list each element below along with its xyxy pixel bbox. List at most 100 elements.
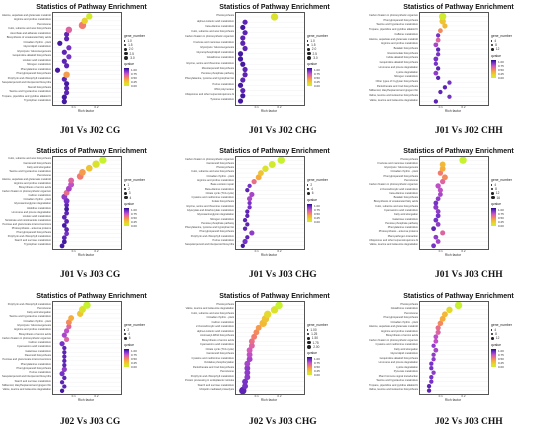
pathway-label: Carbon fixation in photosynthetic organi… [2, 336, 51, 340]
pathway-label: Glycolysis / Gluconeogenesis [384, 166, 418, 170]
legend-size-dot [491, 195, 495, 200]
colorbar-ticks: 1.00 0.75 0.50 0.25 0.00 [131, 349, 137, 369]
pathway-label: Sesquiterpenoid and triterpenoid biosynt… [185, 243, 234, 247]
colorbar-tick-label: 0.50 [498, 356, 504, 361]
scatter-svg [236, 302, 304, 394]
pathway-label: Ubiquinone and other terpenoid-quinone b… [369, 238, 418, 242]
plot-area [235, 301, 305, 395]
legend-color-title: qvalue [307, 350, 317, 355]
scatter-svg [420, 302, 488, 393]
pathway-label: Stilbenoid, diarylheptanoid and gingerol… [2, 383, 51, 387]
enrichment-point [435, 196, 441, 202]
pathway-label: Citrate cycle (TCA cycle) [205, 191, 234, 195]
pathway-label: Alanine, aspartate and glutamate metabol… [2, 177, 51, 181]
enrichment-point [247, 205, 252, 210]
enrichment-point [246, 356, 253, 363]
colorbar-gradient [124, 67, 129, 86]
pathway-label: Circadian rhythm - plant [206, 174, 234, 178]
enrichment-point [64, 336, 70, 343]
pathway-label: Phenylpropanoid biosynthesis [199, 230, 234, 234]
legend-size-dot [491, 188, 494, 191]
pathway-label: Pentose and glucuronate interconversions [2, 358, 51, 362]
colorbar-tick-label: 0.25 [498, 219, 504, 224]
enrichment-point [64, 85, 70, 91]
enrichment-point [64, 328, 70, 334]
pathway-label: Betalain biosynthesis [393, 196, 418, 200]
enrichment-point [247, 183, 252, 189]
colorbar-tick-label: 0.50 [314, 75, 320, 80]
legend-size-item: 6 [307, 191, 328, 195]
legend-size-label: 1.5 [311, 43, 316, 48]
pathway-label: Porphyrin and chlorophyll metabolism [190, 234, 234, 238]
pathway-label: Steroid biosynthesis [27, 85, 51, 89]
pathway-label: Biosynthesis of amino acids [201, 338, 234, 342]
colorbar-tick-label: 0.00 [314, 83, 320, 88]
pathway-label: Sesquiterpenoid and triterpenoid biosynt… [2, 81, 51, 85]
enrichment-point [446, 306, 453, 314]
enrichment-point [435, 222, 441, 227]
enrichment-point [435, 75, 441, 81]
pathway-label: Photosynthesis - antenna proteins [11, 226, 51, 230]
enrichment-point [257, 170, 264, 176]
enrichment-point [244, 374, 251, 381]
legend-size-dot [491, 40, 493, 42]
enrichment-point [66, 54, 72, 60]
pathway-label: Biosynthesis of amino acids [385, 334, 418, 338]
pathway-label: Porphyrin and chlorophyll metabolism [7, 76, 51, 80]
pathway-label: Cysteine and methionine metabolism [375, 343, 418, 347]
pathway-label: Fatty acid elongation [27, 165, 51, 169]
legend-color-title: qvalue [307, 197, 317, 202]
x-tick-label: 0.2 [277, 105, 282, 109]
plot-area [52, 156, 122, 250]
legend-size-dot [124, 48, 127, 51]
plot-area [52, 301, 122, 395]
pathway-label: Phenylalanine metabolism [20, 362, 51, 366]
legend-size-title: gene_number [124, 178, 145, 182]
legend-size-label: 4 [494, 328, 497, 333]
pathway-label: Porphyrin and chlorophyll metabolism [7, 235, 51, 239]
legend-size-title: gene_number [307, 323, 328, 327]
pathway-label: Linoleic acid metabolism [22, 214, 51, 218]
x-axis-label: Rich factor [77, 109, 95, 113]
panel-title: Statistics of Pathway Enrichment [219, 293, 330, 300]
scatter-svg [236, 13, 304, 104]
legend-size-dot [124, 337, 127, 340]
pathway-label: Isoquinoline alkaloid biosynthesis [379, 61, 418, 65]
pathway-label: beta-Alanine metabolism [205, 24, 234, 28]
pathway-label: Carbon fixation in photosynthetic organi… [369, 13, 418, 17]
panel-caption: J02 Vs J03 CHH [435, 417, 503, 427]
enrichment-point [255, 324, 262, 331]
pathway-label: Glycosaminoglycan degradation [197, 213, 234, 217]
x-tick-label: 0.2 [277, 394, 282, 398]
pathway-label: Pentose phosphate pathway [201, 221, 234, 225]
enrichment-point [437, 187, 443, 193]
enrichment-point [441, 311, 448, 318]
legend-size-item: 12 [491, 47, 512, 51]
pathway-label: Plant hormone signal transduction [378, 374, 418, 378]
pathway-label: Carotenoid biosynthesis [206, 352, 234, 356]
x-tick-label: 0.2 [461, 249, 466, 253]
panel-caption: J01 Vs J03 CG [60, 270, 121, 280]
enrichment-point [440, 230, 446, 236]
pathway-label: RNA polymerase [214, 87, 234, 91]
pathway-label: Cyanoamino acid metabolism [16, 345, 51, 349]
pathway-label: Arginine and proline metabolism [13, 328, 51, 332]
legend-colorbar: 1.00 0.75 0.50 0.25 0.00 [491, 207, 512, 228]
pathway-label: Beta-Alanine metabolism [205, 187, 234, 191]
legend: gene_number 2 4 6 qvalue 1.00 0.75 0.50 0.25 0.00 [124, 323, 145, 369]
pathway-label: Limonene and pinene degradation [11, 210, 51, 214]
pathway-label: Carbon metabolism [28, 194, 52, 198]
enrichment-point [431, 370, 436, 375]
enrichment-point [245, 222, 250, 227]
enrichment-point [437, 170, 444, 176]
pathway-label: Taurine and hypotaurine metabolism [376, 23, 418, 27]
pathway-label: Purine metabolism [212, 238, 234, 242]
enrichment-panel: Statistics of Pathway Enrichment Tryptoph… [0, 0, 183, 144]
legend-size-item: 2 [124, 187, 145, 191]
enrichment-point [59, 380, 65, 385]
enrichment-point [242, 72, 248, 78]
legend-size-item: 4 [307, 187, 328, 191]
enrichment-point [61, 94, 67, 100]
pathway-label: Pentose phosphate pathway [201, 72, 234, 76]
legend-size-label: 16 [496, 195, 501, 200]
